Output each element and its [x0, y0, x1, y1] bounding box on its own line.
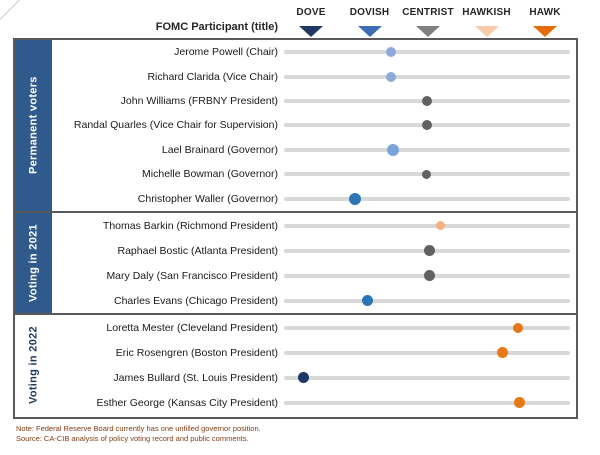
- participant-name: Michelle Bowman (Governor): [142, 168, 278, 181]
- rows-group-2: Thomas Barkin (Richmond President) Raphae…: [0, 213, 600, 313]
- participant-row: Charles Evans (Chicago President): [0, 288, 600, 313]
- stance-dot: [421, 120, 432, 131]
- participant-name: Esther George (Kansas City President): [96, 396, 279, 409]
- participant-row: Richard Clarida (Vice Chair): [0, 64, 600, 88]
- hawk-triangle-down-icon: [533, 26, 557, 37]
- participant-row: Michelle Bowman (Governor): [0, 162, 600, 186]
- stance-track: [284, 325, 570, 330]
- stance-dot: [436, 221, 446, 230]
- rows-group-1: Jerome Powell (Chair) Richard Clarida (Vi…: [0, 40, 600, 211]
- participant-name: John Williams (FRBNY President): [120, 95, 278, 108]
- stance-dot: [297, 372, 309, 383]
- participant-name: Raphael Bostic (Atlanta President): [117, 244, 279, 257]
- participant-row: Esther George (Kansas City President): [0, 390, 600, 415]
- group-divider-2: [13, 313, 578, 315]
- scale-label-dove: DOVE: [296, 7, 326, 18]
- centrist-triangle-down-icon: [416, 26, 440, 37]
- participant-column-header: FOMC Participant (title): [155, 21, 278, 33]
- group-divider-1: [13, 211, 578, 213]
- footnote-block: Note: Federal Reserve Board currently ha…: [16, 424, 261, 444]
- stance-dot: [423, 270, 435, 281]
- participant-name: Loretta Mester (Cleveland President): [106, 321, 278, 334]
- participant-name: Eric Rosengren (Boston President): [115, 346, 278, 359]
- stance-dot: [422, 169, 432, 179]
- participant-name: Richard Clarida (Vice Chair): [147, 70, 278, 83]
- stance-track: [284, 223, 570, 228]
- participant-row: Mary Daly (San Francisco President): [0, 263, 600, 288]
- sidebar-fill-group-1: [15, 40, 52, 211]
- participant-row: Jerome Powell (Chair): [0, 40, 600, 64]
- sidebar-fill-group-2: [15, 213, 52, 313]
- stance-track: [284, 50, 570, 55]
- participant-row: Thomas Barkin (Richmond President): [0, 213, 600, 238]
- participant-name: Mary Daly (San Francisco President): [106, 269, 278, 282]
- hawkish-triangle-down-icon: [474, 26, 499, 37]
- stance-track: [284, 196, 570, 201]
- participant-row: Raphael Bostic (Atlanta President): [0, 238, 600, 263]
- participant-row: Randal Quarles (Vice Chair for Supervisi…: [0, 113, 600, 137]
- stance-track: [284, 375, 570, 380]
- participant-row: Loretta Mester (Cleveland President): [0, 315, 600, 340]
- scale-label-hawk: HAWK: [529, 7, 561, 18]
- dove-triangle-down-icon: [299, 26, 323, 37]
- participant-name: Lael Brainard (Governor): [161, 143, 278, 156]
- stance-dot: [421, 96, 432, 107]
- stance-track: [284, 400, 570, 405]
- chart-box-border: [13, 38, 578, 419]
- participant-name: Christopher Waller (Governor): [137, 192, 278, 205]
- scale-label-hawkish: HAWKISH: [462, 7, 511, 18]
- participant-name: Jerome Powell (Chair): [174, 46, 278, 59]
- stance-dot: [423, 245, 435, 256]
- footnote-note: Note: Federal Reserve Board currently ha…: [16, 424, 261, 433]
- participant-name: Charles Evans (Chicago President): [114, 294, 278, 307]
- stance-dot: [386, 47, 397, 58]
- stance-dot: [348, 192, 361, 205]
- stance-track: [284, 350, 570, 355]
- participant-row: Christopher Waller (Governor): [0, 187, 600, 211]
- participant-name: James Bullard (St. Louis President): [113, 371, 278, 384]
- stance-track: [284, 298, 570, 303]
- scale-label-dovish: DOVISH: [349, 7, 390, 18]
- stance-dot: [496, 347, 508, 358]
- stance-dot: [387, 143, 400, 156]
- rows-group-3: Loretta Mester (Cleveland President) Eric…: [0, 315, 600, 415]
- scale-label-centrist: CENTRIST: [402, 7, 454, 18]
- stance-dot: [513, 322, 524, 333]
- participant-name: Thomas Barkin (Richmond President): [102, 219, 278, 232]
- participant-row: Lael Brainard (Governor): [0, 138, 600, 162]
- stance-dot: [386, 71, 397, 82]
- participant-row: John Williams (FRBNY President): [0, 89, 600, 113]
- participant-name: Randal Quarles (Vice Chair for Supervisi…: [73, 119, 278, 132]
- stance-track: [284, 147, 570, 152]
- participant-row: James Bullard (St. Louis President): [0, 365, 600, 390]
- participant-row: Eric Rosengren (Boston President): [0, 340, 600, 365]
- stance-track: [284, 74, 570, 79]
- stance-dot: [362, 295, 374, 306]
- stance-dot: [513, 397, 525, 408]
- corner-fold-artifact: [0, 0, 21, 20]
- footnote-source: Source: CA-CIB analysis of policy voting…: [16, 434, 249, 443]
- dovish-triangle-down-icon: [357, 26, 382, 37]
